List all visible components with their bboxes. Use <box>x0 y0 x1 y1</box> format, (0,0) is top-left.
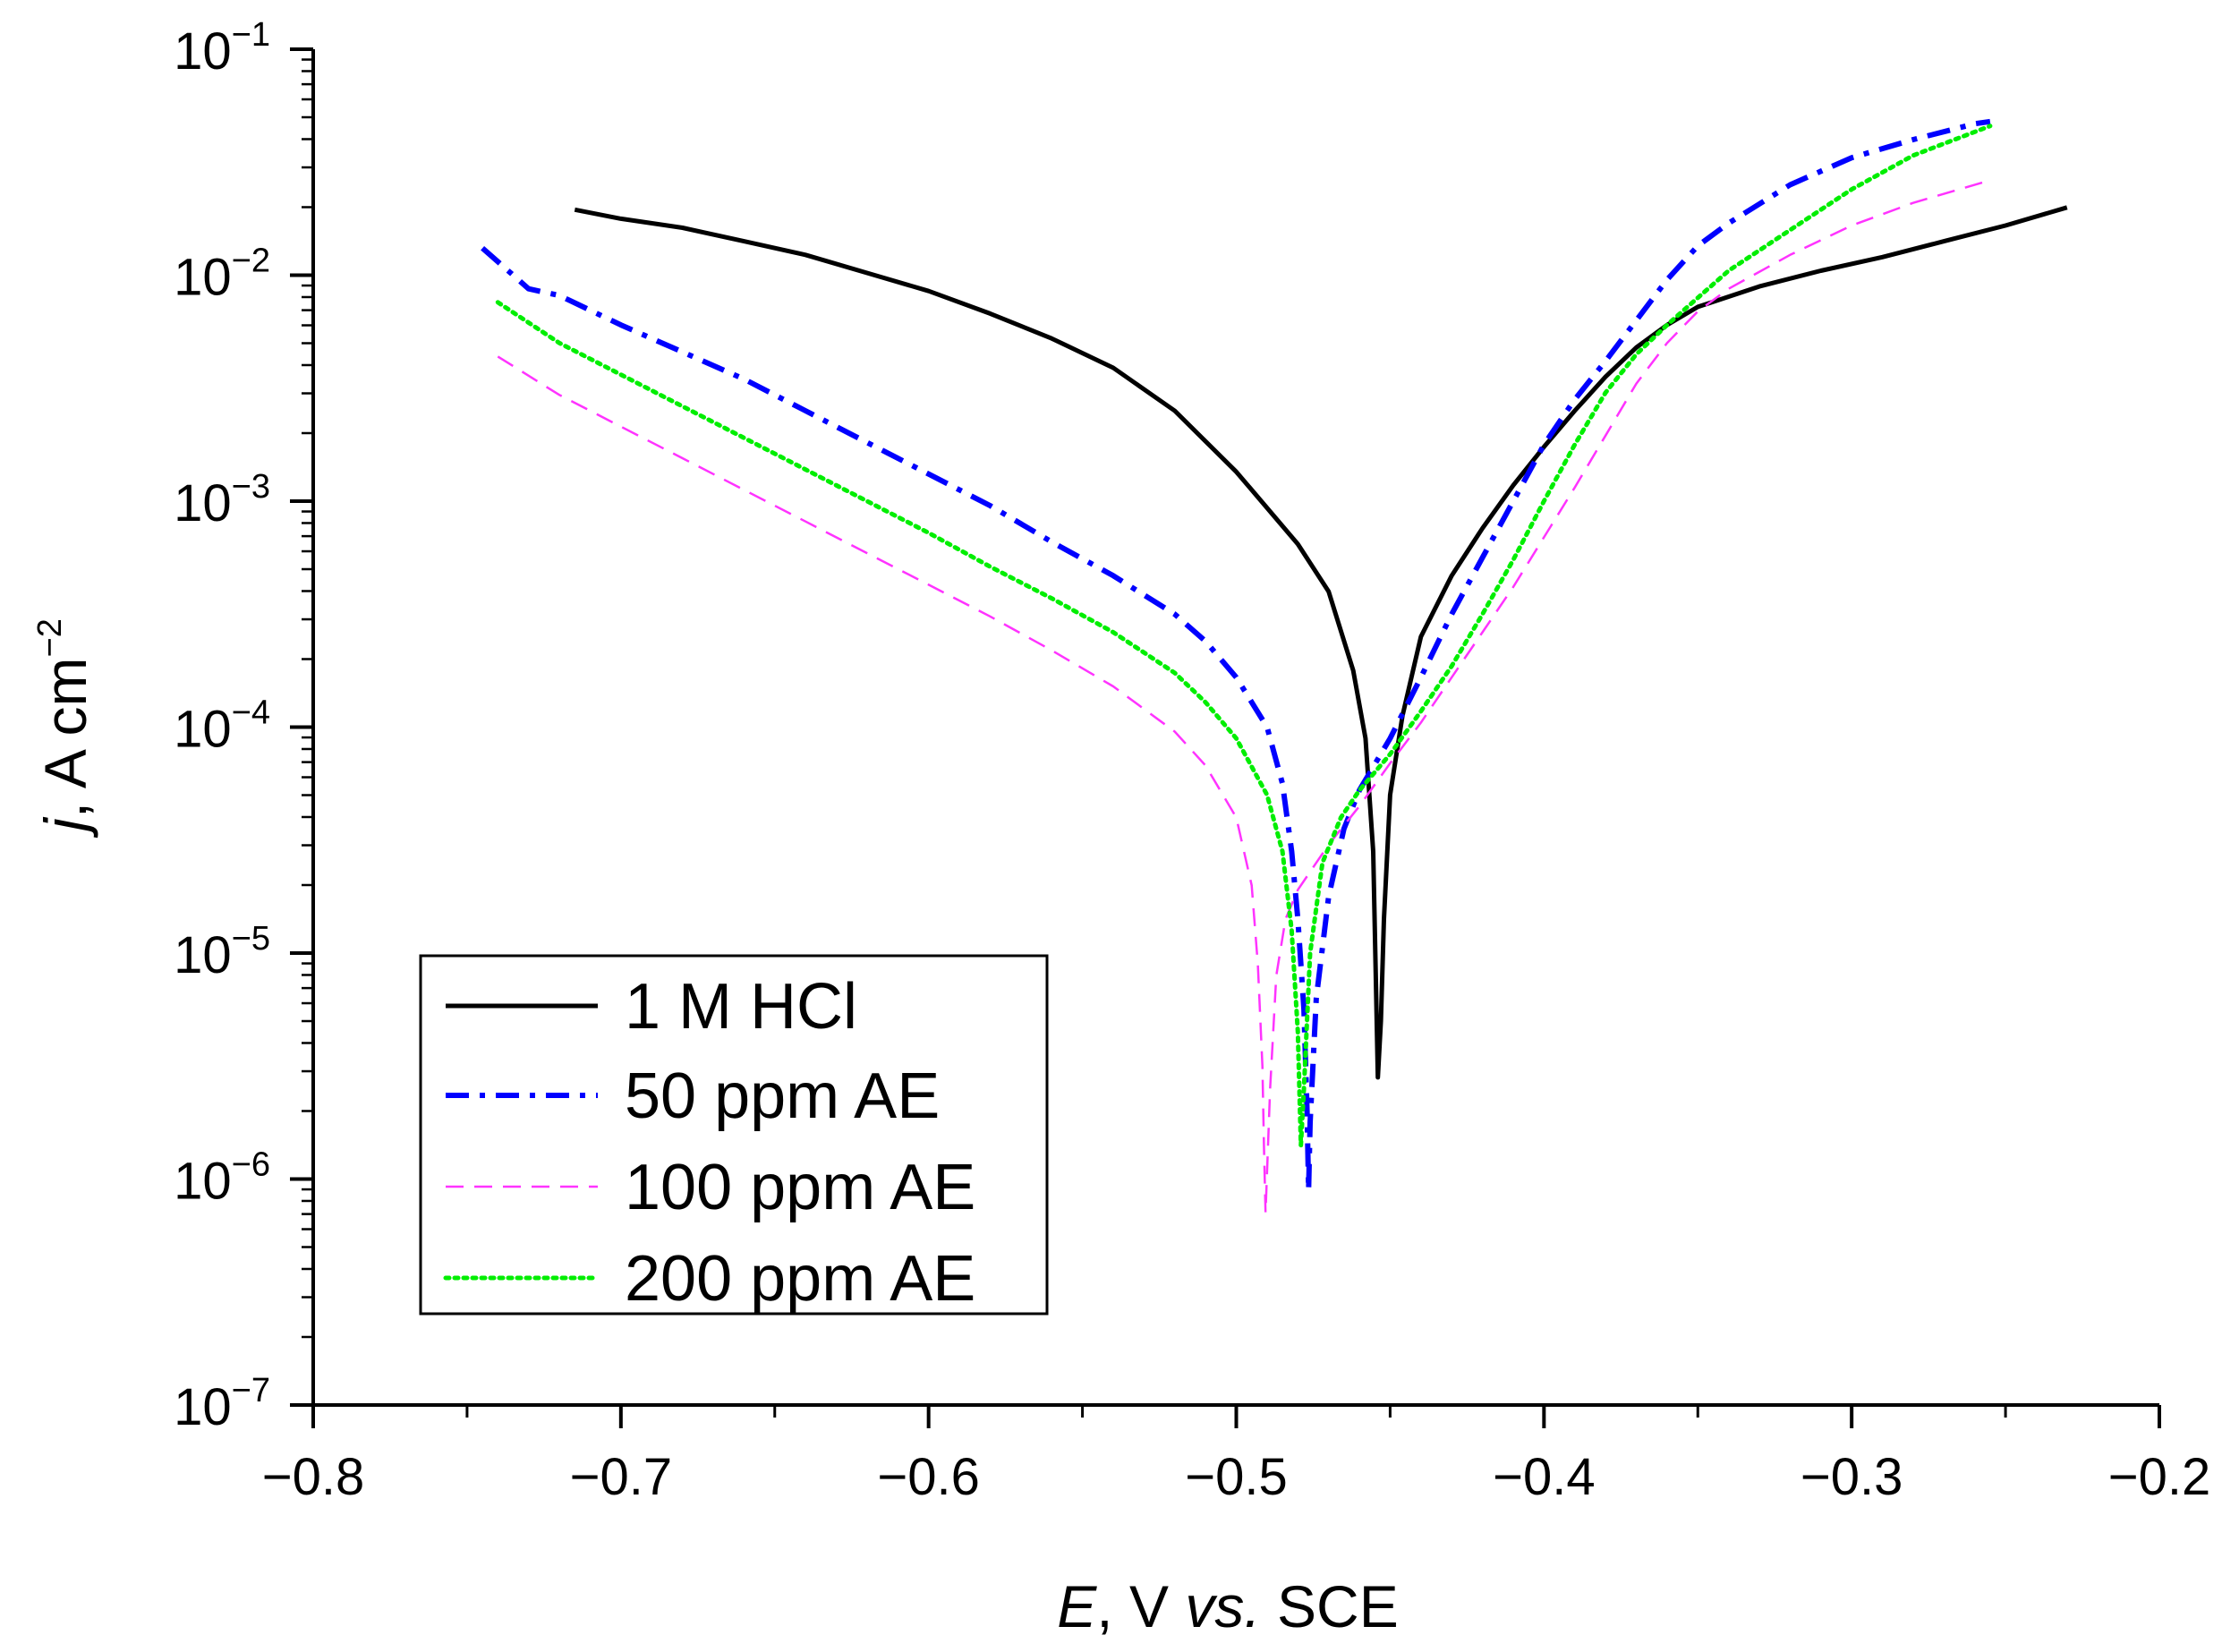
y-tick-label: 10−1 <box>174 16 270 81</box>
legend-label-2: 50 ppm AE <box>625 1060 940 1132</box>
legend-label-3: 100 ppm AE <box>625 1152 975 1223</box>
x-tick-label: −0.3 <box>1801 1448 1903 1506</box>
x-tick-label: −0.7 <box>570 1448 673 1506</box>
x-tick-label: −0.6 <box>877 1448 980 1506</box>
legend-box <box>419 954 1049 1316</box>
y-tick-label: 10−6 <box>174 1146 270 1211</box>
legend-label-4: 200 ppm AE <box>625 1243 975 1315</box>
series-line-3 <box>497 179 1991 1214</box>
legend: 1 M HCl 50 ppm AE 100 ppm AE 200 ppm AE <box>419 954 1049 1316</box>
series-line-4 <box>495 123 1993 1148</box>
axes <box>290 47 2161 1428</box>
x-tick-label: −0.8 <box>262 1448 365 1506</box>
tick-labels: −0.8 −0.7 −0.6 −0.5 −0.4 −0.3 −0.2 10−7 10−6 10−5… <box>174 16 2210 1506</box>
series-line-2 <box>481 118 1991 1194</box>
y-tick-label: 10−4 <box>174 694 270 759</box>
x-tick-label: −0.5 <box>1185 1448 1288 1506</box>
series-layer <box>481 118 2068 1214</box>
y-axis-title: j, A cm−2 <box>31 618 98 839</box>
y-tick-label: 10−2 <box>174 243 270 307</box>
x-tick-label: −0.4 <box>1493 1448 1596 1506</box>
series-line-1 <box>574 205 2068 1080</box>
legend-label-1: 1 M HCl <box>625 971 857 1043</box>
y-tick-label: 10−3 <box>174 468 270 532</box>
y-tick-label: 10−5 <box>174 920 270 984</box>
x-tick-label: −0.2 <box>2108 1448 2211 1506</box>
x-axis-title: E, V vs. SCE <box>1057 1573 1398 1639</box>
y-tick-label: 10−7 <box>174 1372 270 1436</box>
